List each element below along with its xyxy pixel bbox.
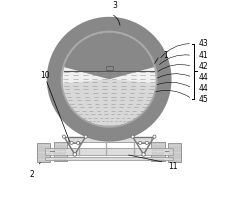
Text: 1: 1 — [164, 51, 168, 60]
Text: 45: 45 — [198, 94, 208, 104]
Wedge shape — [64, 32, 154, 79]
Circle shape — [54, 24, 164, 135]
Bar — [168, 143, 181, 162]
Text: 42: 42 — [198, 62, 208, 71]
Bar — [54, 142, 67, 161]
Circle shape — [73, 153, 76, 156]
Circle shape — [153, 135, 156, 138]
Circle shape — [142, 153, 145, 156]
Bar — [37, 143, 51, 162]
Text: 44: 44 — [198, 73, 208, 82]
Circle shape — [145, 141, 148, 145]
Circle shape — [131, 135, 134, 138]
Bar — [46, 148, 173, 155]
Bar — [151, 142, 165, 161]
Circle shape — [84, 135, 87, 138]
Text: 43: 43 — [198, 39, 208, 48]
Bar — [68, 137, 151, 142]
Circle shape — [70, 141, 73, 145]
Text: 41: 41 — [198, 51, 208, 60]
Text: 10: 10 — [40, 71, 50, 80]
Circle shape — [76, 141, 80, 145]
Text: 2: 2 — [30, 170, 35, 179]
Circle shape — [139, 141, 142, 145]
Wedge shape — [63, 79, 156, 126]
Bar — [106, 66, 113, 70]
Text: 11: 11 — [168, 162, 178, 171]
Circle shape — [62, 32, 156, 126]
Circle shape — [62, 135, 66, 138]
Text: 44: 44 — [198, 84, 208, 93]
Bar — [46, 157, 173, 160]
Text: 3: 3 — [113, 1, 117, 10]
